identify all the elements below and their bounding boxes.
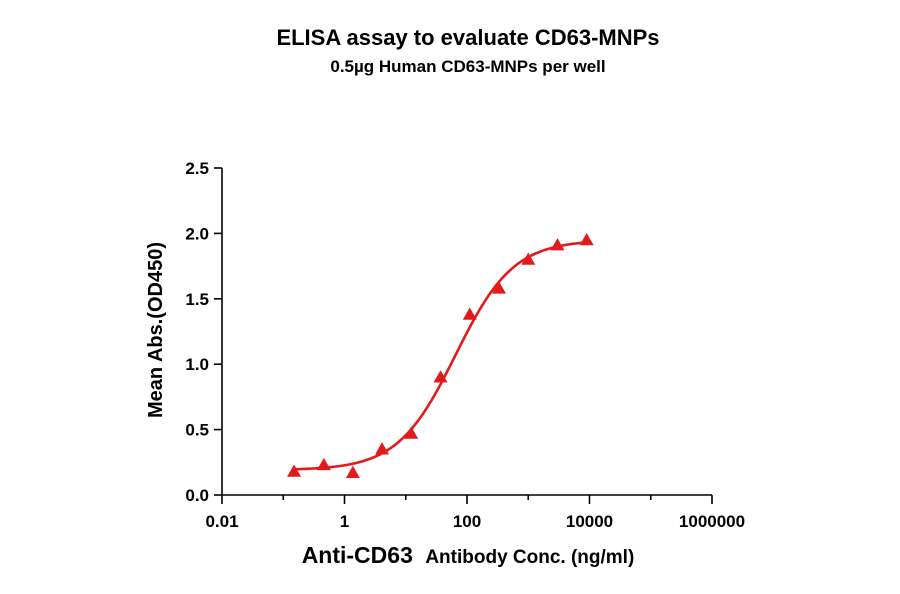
x-axis-ticks: 0.01 1 100 10000 1000000 — [205, 495, 745, 531]
x-tick-label: 1000000 — [679, 512, 745, 531]
data-point-triangle — [433, 370, 448, 383]
data-point-triangle — [345, 465, 360, 479]
y-axis-label: Mean Abs.(OD450) — [145, 242, 167, 418]
chart-title: ELISA assay to evaluate CD63-MNPs — [276, 25, 659, 50]
y-tick-label: 0.5 — [185, 421, 209, 440]
chart-subtitle: 0.5µg Human CD63-MNPs per well — [330, 57, 605, 76]
y-tick-label: 1.0 — [185, 355, 209, 374]
data-point-triangle — [287, 464, 302, 477]
x-tick-label: 10000 — [566, 512, 613, 531]
data-point-triangle — [316, 457, 331, 471]
data-point-triangle — [462, 307, 477, 320]
data-points-layer — [287, 232, 594, 479]
y-tick-label: 2.0 — [185, 224, 209, 243]
x-axis-label-rest: Antibody Conc. (ng/ml) — [425, 547, 634, 568]
y-axis-ticks: 0.0 0.5 1.0 1.5 2.0 2.5 — [185, 159, 222, 505]
y-tick-label: 2.5 — [185, 159, 209, 178]
x-axis-label-main: Anti-CD63 — [302, 542, 413, 568]
data-point-triangle — [491, 281, 506, 294]
x-tick-label: 0.01 — [205, 512, 238, 531]
data-point-triangle — [579, 232, 594, 246]
data-point-triangle — [404, 426, 419, 439]
fit-curve-layer — [293, 241, 587, 471]
x-tick-label: 1 — [340, 512, 349, 531]
y-tick-label: 0.0 — [185, 486, 209, 505]
y-tick-label: 1.5 — [185, 290, 209, 309]
data-point-triangle — [375, 442, 390, 455]
data-point-triangle — [550, 238, 565, 251]
x-axis-label: Anti-CD63 Antibody Conc. (ng/ml) — [302, 542, 635, 568]
fit-curve — [293, 241, 587, 471]
data-point-triangle — [521, 252, 536, 265]
x-tick-label: 100 — [453, 512, 481, 531]
